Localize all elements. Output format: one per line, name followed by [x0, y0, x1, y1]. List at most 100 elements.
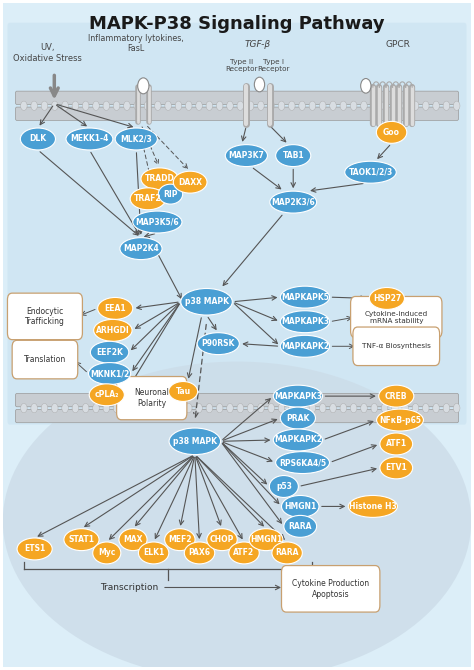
Circle shape [247, 101, 254, 111]
Circle shape [41, 403, 48, 413]
Text: MKNK1/2: MKNK1/2 [90, 369, 129, 378]
Text: HMGN1: HMGN1 [250, 535, 282, 544]
Circle shape [454, 403, 460, 413]
FancyBboxPatch shape [16, 393, 458, 407]
Ellipse shape [164, 529, 195, 551]
Ellipse shape [376, 121, 407, 143]
Ellipse shape [20, 128, 55, 150]
Circle shape [72, 403, 79, 413]
Circle shape [255, 77, 264, 92]
Text: STAT1: STAT1 [68, 535, 94, 544]
Ellipse shape [276, 452, 329, 474]
Circle shape [144, 403, 151, 413]
Ellipse shape [115, 128, 157, 150]
Text: DLK: DLK [29, 135, 46, 143]
Circle shape [350, 403, 357, 413]
Circle shape [217, 403, 223, 413]
Circle shape [412, 101, 419, 111]
Text: CREB: CREB [385, 392, 408, 401]
Text: MAP2K4: MAP2K4 [123, 244, 159, 253]
Circle shape [247, 403, 254, 413]
Circle shape [137, 78, 149, 94]
Ellipse shape [169, 428, 220, 455]
Circle shape [227, 101, 233, 111]
Text: EEA1: EEA1 [104, 304, 126, 313]
Circle shape [433, 101, 439, 111]
Ellipse shape [280, 311, 329, 333]
Circle shape [330, 101, 337, 111]
Circle shape [93, 403, 99, 413]
Text: Type I
Receptor: Type I Receptor [257, 60, 290, 72]
Text: MAP3K5/6: MAP3K5/6 [136, 218, 179, 226]
Ellipse shape [181, 289, 232, 315]
Circle shape [257, 403, 264, 413]
Text: MAX: MAX [123, 535, 143, 544]
Text: TAOK1/2/3: TAOK1/2/3 [348, 168, 392, 177]
Circle shape [196, 101, 202, 111]
Circle shape [422, 101, 429, 111]
Text: CHOP: CHOP [210, 535, 234, 544]
Circle shape [155, 101, 161, 111]
Ellipse shape [17, 538, 52, 560]
Ellipse shape [280, 335, 329, 357]
Ellipse shape [280, 407, 316, 429]
Circle shape [278, 101, 285, 111]
Text: Goo: Goo [383, 128, 400, 137]
Text: Cytokine-induced
mRNA stability: Cytokine-induced mRNA stability [365, 311, 428, 324]
Ellipse shape [130, 188, 166, 210]
Text: PAX6: PAX6 [189, 549, 210, 557]
Text: ETS1: ETS1 [24, 545, 45, 553]
Circle shape [227, 403, 233, 413]
Text: MAPK-P38 Signaling Pathway: MAPK-P38 Signaling Pathway [89, 15, 385, 33]
Text: Type II
Receptor: Type II Receptor [226, 60, 258, 72]
Circle shape [165, 403, 172, 413]
Ellipse shape [184, 542, 215, 564]
Text: P90RSK: P90RSK [201, 339, 235, 348]
Ellipse shape [229, 542, 259, 564]
Circle shape [93, 101, 99, 111]
Ellipse shape [380, 457, 413, 479]
Ellipse shape [273, 385, 322, 407]
Circle shape [289, 403, 295, 413]
Ellipse shape [93, 542, 121, 564]
Circle shape [134, 101, 140, 111]
Circle shape [309, 403, 316, 413]
Circle shape [82, 403, 89, 413]
Circle shape [103, 101, 109, 111]
Circle shape [392, 101, 398, 111]
Ellipse shape [173, 172, 207, 193]
Circle shape [319, 403, 326, 413]
FancyBboxPatch shape [282, 565, 380, 612]
Text: Inflammatory lytokines,
FasL: Inflammatory lytokines, FasL [89, 34, 184, 54]
Circle shape [392, 403, 398, 413]
Text: MAP2K3/6: MAP2K3/6 [271, 198, 315, 206]
Text: p38 MAPK: p38 MAPK [184, 297, 228, 306]
Text: DAXX: DAXX [178, 178, 202, 187]
Ellipse shape [119, 529, 147, 551]
FancyBboxPatch shape [12, 340, 78, 379]
Circle shape [124, 403, 130, 413]
Circle shape [20, 403, 27, 413]
Circle shape [289, 101, 295, 111]
Circle shape [330, 403, 337, 413]
Circle shape [237, 403, 244, 413]
Circle shape [31, 403, 37, 413]
Ellipse shape [66, 128, 113, 150]
FancyBboxPatch shape [353, 327, 439, 366]
Circle shape [309, 101, 316, 111]
Text: RPS6KA4/5: RPS6KA4/5 [279, 458, 326, 467]
Text: TRADD: TRADD [145, 174, 174, 184]
Text: MAPKAPK3: MAPKAPK3 [281, 317, 329, 326]
Text: Neuronal
Polarity: Neuronal Polarity [134, 389, 169, 408]
Text: MLK2/3: MLK2/3 [120, 135, 152, 143]
Ellipse shape [269, 476, 298, 497]
Ellipse shape [225, 145, 267, 167]
Circle shape [350, 101, 357, 111]
Ellipse shape [249, 529, 283, 551]
Ellipse shape [98, 297, 133, 320]
Text: TRAF2: TRAF2 [134, 194, 162, 203]
Circle shape [361, 101, 367, 111]
Ellipse shape [377, 409, 423, 431]
Text: NFκB-p65: NFκB-p65 [379, 415, 421, 425]
Circle shape [340, 403, 346, 413]
